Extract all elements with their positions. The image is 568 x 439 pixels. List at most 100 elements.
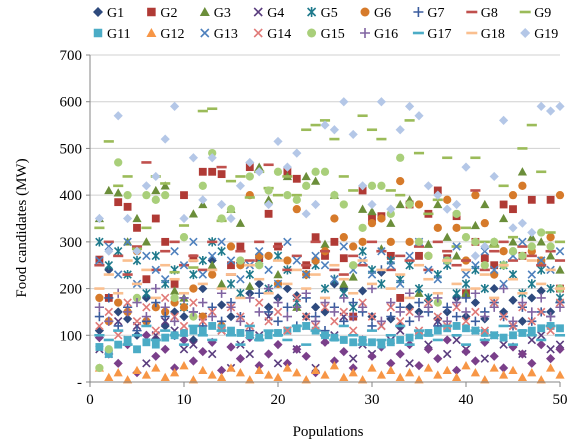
point-G19: [207, 153, 217, 163]
point-G5: [320, 283, 330, 294]
point-G18: [216, 287, 227, 290]
point-G9: [272, 193, 284, 197]
point-G16: [311, 316, 321, 326]
point-G13: [480, 246, 490, 256]
point-G17: [545, 324, 556, 328]
point-G9: [479, 240, 490, 244]
point-G9: [423, 212, 434, 216]
point-G19: [536, 101, 546, 111]
point-G13: [273, 279, 283, 289]
point-G16: [179, 293, 189, 303]
point-G16: [320, 297, 330, 308]
series-G14: [95, 293, 565, 340]
point-G14: [424, 298, 433, 307]
point-G18: [526, 259, 537, 262]
point-G11: [292, 324, 301, 333]
point-G4: [189, 340, 198, 349]
point-G6: [189, 284, 198, 293]
point-G3: [113, 188, 123, 197]
point-G3: [170, 286, 180, 295]
point-G17: [357, 343, 368, 346]
point-G10: [536, 340, 546, 350]
point-G1: [320, 307, 330, 317]
x-tick-label: 30: [365, 392, 380, 408]
point-G4: [442, 349, 452, 359]
point-G11: [264, 331, 273, 340]
point-G1: [94, 326, 104, 336]
point-G1: [226, 312, 236, 322]
point-G8: [404, 259, 415, 262]
point-G9: [310, 123, 321, 127]
point-G8: [244, 259, 255, 262]
point-G16: [536, 293, 546, 303]
point-G6: [414, 200, 424, 209]
point-G15: [283, 191, 292, 200]
point-G10: [433, 354, 443, 364]
point-G16: [517, 297, 527, 308]
point-G10: [348, 363, 358, 373]
point-G19: [94, 213, 104, 224]
point-G8: [319, 249, 331, 253]
point-G14: [555, 298, 565, 307]
point-G2: [433, 186, 442, 195]
point-G19: [226, 213, 236, 224]
point-G2: [133, 223, 141, 232]
point-G12: [527, 368, 537, 377]
legend-item-G7: G7: [413, 6, 445, 21]
point-G10: [160, 344, 170, 354]
legend-marker-G16: [360, 28, 370, 38]
point-G11: [480, 329, 489, 337]
point-G13: [536, 256, 546, 265]
point-G16: [141, 312, 151, 322]
legend-item-G8: G8: [466, 6, 498, 21]
point-G8: [103, 240, 114, 244]
point-G18: [282, 282, 293, 286]
point-G2: [386, 251, 395, 260]
point-G19: [160, 134, 170, 144]
point-G8: [131, 245, 143, 248]
legend-label: G1: [107, 6, 124, 21]
point-G4: [546, 345, 555, 354]
point-G1: [508, 295, 518, 305]
point-G13: [104, 242, 114, 251]
point-G18: [272, 259, 284, 262]
point-G1: [452, 293, 462, 303]
point-G6: [377, 214, 386, 223]
point-G2: [509, 205, 517, 214]
point-G15: [311, 167, 320, 176]
point-G17: [423, 333, 434, 337]
legend-label: G7: [427, 6, 444, 21]
point-G17: [404, 343, 415, 346]
legend-item-G1: G1: [93, 6, 124, 21]
point-G14: [95, 321, 104, 331]
point-G15: [114, 158, 123, 167]
point-G18: [413, 263, 425, 267]
point-G7: [282, 302, 292, 312]
point-G19: [245, 157, 255, 168]
point-G8: [188, 254, 199, 258]
point-G8: [366, 240, 378, 244]
point-G10: [217, 365, 227, 375]
point-G5: [217, 246, 226, 256]
point-G15: [508, 247, 518, 256]
point-G4: [348, 354, 358, 363]
point-G1: [536, 286, 546, 296]
point-G16: [489, 302, 499, 312]
legend-marker-G3: [199, 7, 210, 16]
point-G3: [254, 162, 264, 171]
point-G17: [395, 324, 406, 328]
point-G11: [104, 350, 113, 358]
point-G9: [338, 175, 349, 178]
point-G17: [536, 338, 547, 342]
point-G7: [414, 297, 424, 308]
point-G17: [470, 329, 481, 332]
point-G10: [320, 337, 330, 347]
point-G12: [198, 365, 208, 375]
point-G9: [395, 193, 406, 197]
point-G11: [415, 331, 423, 340]
point-G16: [132, 297, 142, 308]
point-G19: [452, 199, 462, 210]
point-G8: [338, 273, 349, 276]
point-G16: [207, 312, 217, 322]
point-G3: [395, 199, 405, 209]
